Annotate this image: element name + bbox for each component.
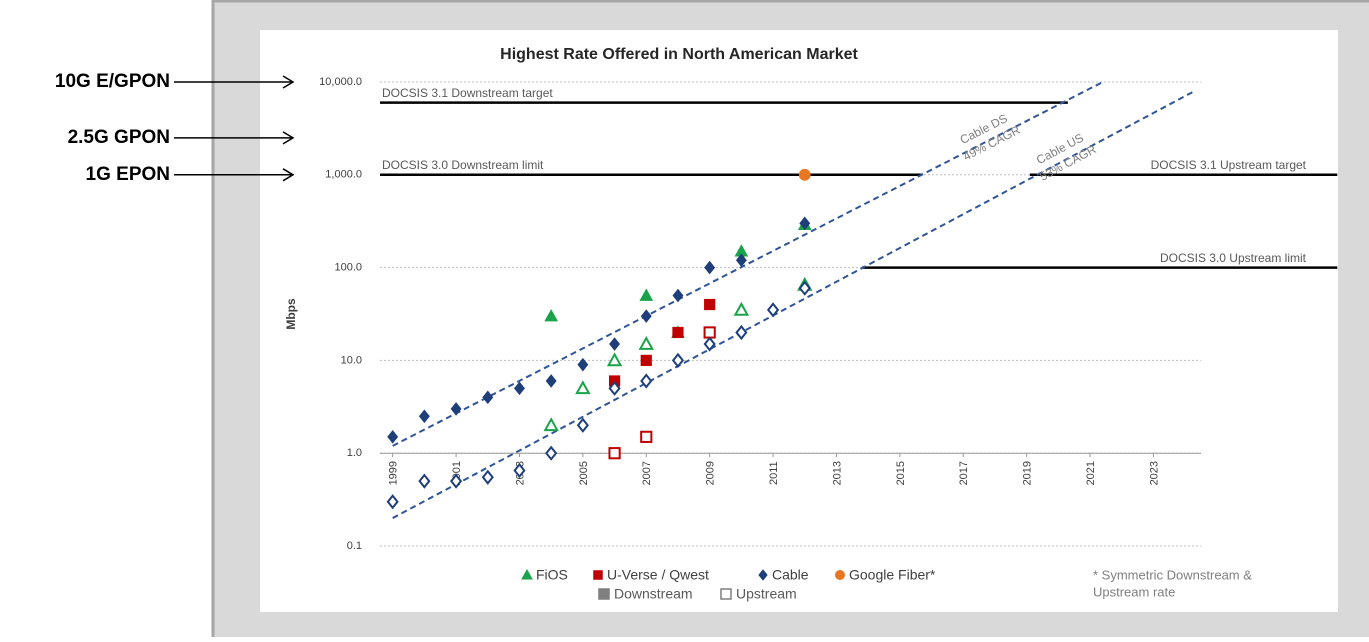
marker bbox=[640, 373, 653, 389]
arrow-head bbox=[282, 131, 295, 145]
marker bbox=[449, 473, 463, 489]
marker bbox=[766, 302, 780, 318]
marker bbox=[575, 380, 591, 395]
marker bbox=[703, 336, 716, 352]
x-tick-label: 2005 bbox=[578, 461, 590, 485]
marker bbox=[703, 326, 716, 339]
marker bbox=[672, 288, 684, 303]
x-tick-label: 2015 bbox=[895, 461, 907, 485]
legend-label: Downstream bbox=[614, 586, 693, 602]
x-tick-label: 2007 bbox=[641, 461, 653, 485]
marker bbox=[733, 301, 750, 316]
chart-area bbox=[260, 30, 1338, 612]
marker bbox=[593, 570, 603, 580]
x-tick-label: 2011 bbox=[768, 461, 780, 485]
marker bbox=[798, 280, 811, 296]
y-tick-label: 100.0 bbox=[334, 262, 362, 274]
y-tick-label: 10.0 bbox=[341, 354, 362, 366]
marker bbox=[387, 430, 399, 444]
marker bbox=[606, 352, 623, 367]
x-tick-label: 2023 bbox=[1148, 461, 1160, 485]
marker bbox=[450, 402, 462, 416]
marker bbox=[640, 430, 653, 443]
marker bbox=[704, 298, 716, 311]
legend-swatch bbox=[598, 588, 610, 600]
side-label: 2.5G GPON bbox=[68, 127, 170, 148]
marker bbox=[576, 417, 589, 433]
marker bbox=[798, 168, 811, 181]
x-tick-label: 2009 bbox=[705, 461, 717, 485]
marker bbox=[638, 335, 654, 350]
marker bbox=[639, 288, 654, 301]
marker bbox=[577, 357, 589, 372]
marker bbox=[386, 494, 399, 510]
x-tick-label: 2019 bbox=[1022, 461, 1034, 485]
arrow-head bbox=[282, 75, 295, 89]
marker bbox=[514, 381, 525, 396]
marker bbox=[545, 374, 557, 388]
arrow-head bbox=[282, 168, 295, 182]
legend-label: FiOS bbox=[536, 567, 568, 583]
marker bbox=[545, 445, 558, 461]
marker bbox=[672, 326, 684, 339]
x-tick-label: 1999 bbox=[388, 461, 400, 485]
marker bbox=[544, 309, 559, 322]
marker bbox=[513, 462, 526, 479]
marker bbox=[543, 417, 559, 432]
chart-title: Highest Rate Offered in North American M… bbox=[500, 46, 858, 63]
marker bbox=[640, 309, 652, 323]
y-tick-label: 10,000.0 bbox=[319, 76, 362, 88]
x-tick-label: 2013 bbox=[831, 461, 843, 485]
marker bbox=[609, 337, 621, 351]
reference-label: DOCSIS 3.0 Downstream limit bbox=[382, 158, 544, 172]
marker bbox=[640, 354, 652, 366]
marker bbox=[758, 569, 768, 581]
reference-label: DOCSIS 3.1 Upstream target bbox=[1151, 158, 1307, 172]
marker bbox=[481, 469, 494, 485]
y-tick-label: 1.0 bbox=[347, 447, 362, 459]
legend-label: Upstream bbox=[736, 586, 797, 602]
legend-label: U-Verse / Qwest bbox=[607, 567, 709, 583]
marker bbox=[671, 352, 685, 369]
x-tick-label: 2017 bbox=[958, 461, 970, 485]
marker bbox=[608, 447, 621, 460]
marker bbox=[418, 409, 430, 424]
x-tick-label: 2021 bbox=[1085, 461, 1097, 485]
trend-line bbox=[392, 81, 1104, 447]
reference-label: DOCSIS 3.0 Upstream limit bbox=[1160, 251, 1307, 265]
marker bbox=[704, 260, 716, 275]
footnote: * Symmetric Downstream & bbox=[1093, 567, 1252, 582]
y-tick-label: 0.1 bbox=[347, 540, 362, 552]
marker bbox=[482, 390, 494, 405]
trend-line bbox=[392, 90, 1196, 519]
marker bbox=[835, 570, 845, 580]
side-label: 10G E/GPON bbox=[55, 71, 170, 92]
legend-swatch bbox=[720, 588, 732, 600]
marker bbox=[735, 324, 748, 341]
legend-label: Google Fiber* bbox=[849, 567, 936, 583]
y-tick-label: 1,000.0 bbox=[325, 169, 362, 181]
footnote: Upstream rate bbox=[1093, 584, 1175, 599]
marker bbox=[418, 473, 431, 489]
legend-label: Cable bbox=[772, 567, 809, 583]
side-label: 1G EPON bbox=[86, 164, 170, 185]
marker bbox=[735, 253, 747, 268]
y-axis-label: Mbps bbox=[284, 298, 298, 330]
marker bbox=[521, 568, 533, 580]
reference-label: DOCSIS 3.1 Downstream target bbox=[382, 86, 553, 100]
marker bbox=[799, 216, 811, 231]
marker bbox=[608, 380, 621, 396]
